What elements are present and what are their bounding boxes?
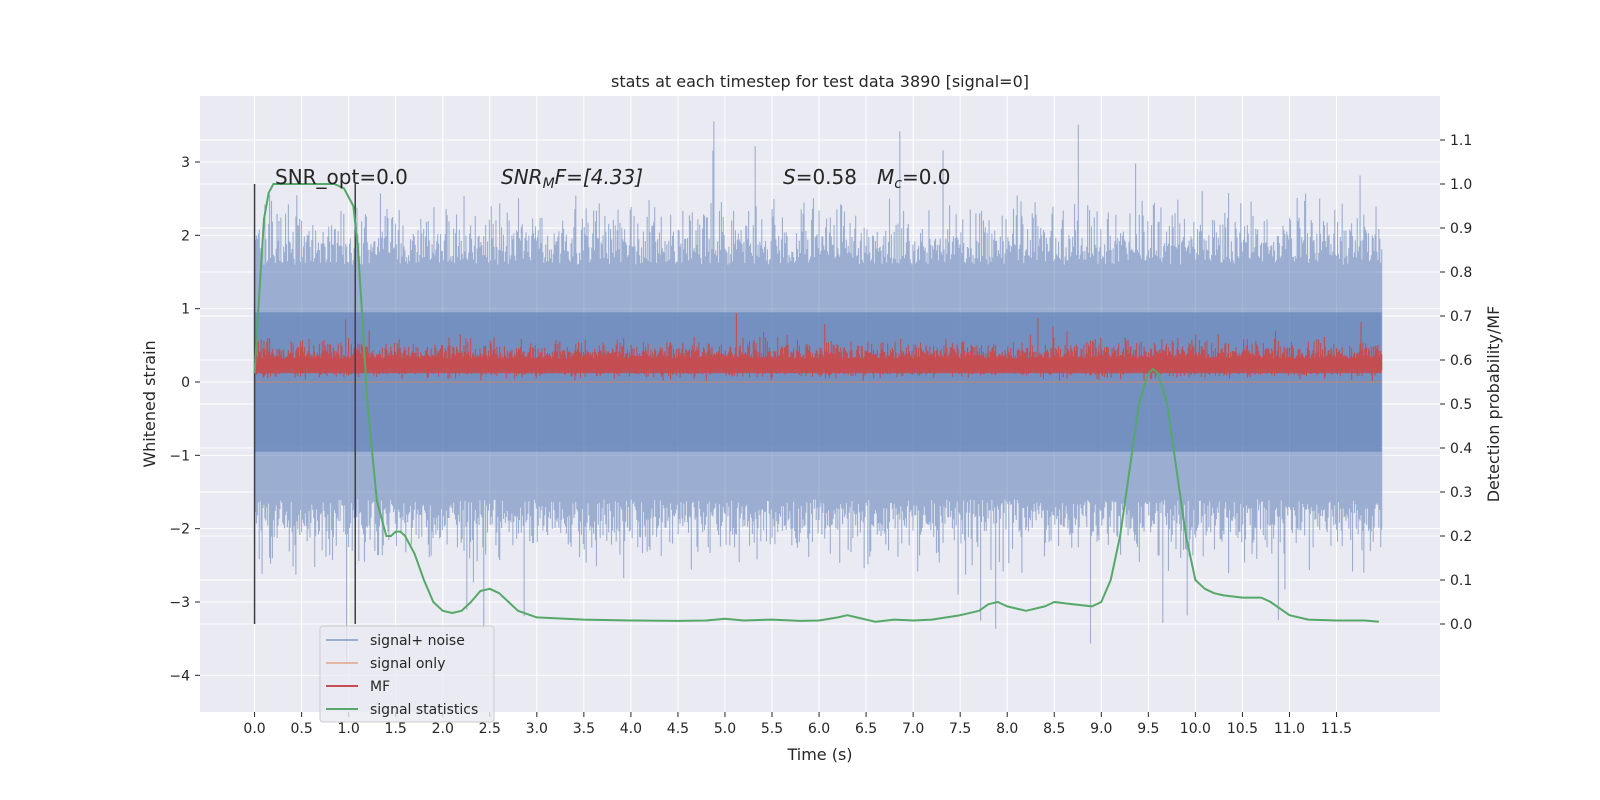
x-axis: 0.0 0.5 1.0 1.5 2.0 2.5 3.0 3.5 4.0 4.5 5.0 5.5 6.0 6… (243, 712, 1352, 737)
y-left-tick-label: 0 (181, 375, 190, 391)
y-axis-right-label: Detection probability/MF (1484, 306, 1503, 503)
y-right-tick-label: 1.1 (1450, 133, 1472, 149)
x-tick-label: 0.5 (290, 721, 312, 737)
annotation-mc-subscript: c (894, 176, 902, 192)
x-tick-label: 0.0 (243, 721, 265, 737)
x-tick-label: 3.5 (573, 721, 595, 737)
y-right-tick-label: 0.0 (1450, 617, 1472, 633)
x-tick-label: 11.5 (1321, 721, 1352, 737)
annotation-snr-mf-symbol: SNR (501, 165, 543, 189)
x-tick-label: 9.5 (1137, 721, 1159, 737)
annotation-snr-mf: SNRMF=[4.33] (501, 165, 643, 192)
legend: signal+ noise signal only MF signal stat… (319, 625, 495, 723)
y-left-tick-label: 2 (181, 228, 190, 244)
y-right-tick-label: 0.4 (1450, 441, 1472, 457)
series-signal-statistics (253, 183, 1379, 623)
legend-label-signal-statistics: signal statistics (370, 702, 478, 718)
x-tick-label: 4.0 (620, 721, 642, 737)
y-left-tick-label: −4 (169, 668, 190, 684)
x-tick-label: 4.5 (667, 721, 689, 737)
x-tick-label: 8.5 (1043, 721, 1065, 737)
y-right-tick-label: 0.6 (1450, 353, 1472, 369)
annotation-s: S=0.58 (783, 165, 857, 189)
y-right-tick-label: 0.5 (1450, 397, 1472, 413)
plot-data (253, 121, 1383, 664)
x-tick-label: 7.5 (949, 721, 971, 737)
y-right-tick-label: 0.2 (1450, 529, 1472, 545)
annotation-snr-opt: SNR_opt=0.0 (275, 165, 408, 189)
y-axis-left: 3 2 1 0 −1 −2 −3 −4 (169, 155, 200, 684)
annotation-s-value: =0.58 (796, 165, 857, 189)
x-tick-label: 9.0 (1090, 721, 1112, 737)
x-tick-label: 1.5 (385, 721, 407, 737)
x-tick-label: 7.0 (902, 721, 924, 737)
y-right-tick-label: 0.1 (1450, 573, 1472, 589)
y-right-tick-label: 0.7 (1450, 309, 1472, 325)
legend-label-signal-only: signal only (370, 656, 445, 672)
x-tick-label: 10.0 (1180, 721, 1211, 737)
x-tick-label: 8.0 (996, 721, 1018, 737)
x-tick-label: 5.0 (714, 721, 736, 737)
annotation-snr-mf-value: F=[4.33] (555, 165, 643, 189)
annotation-mc-symbol: M (877, 165, 894, 189)
annotation-s-symbol: S (783, 165, 796, 189)
x-tick-label: 6.5 (855, 721, 877, 737)
y-right-tick-label: 0.3 (1450, 485, 1472, 501)
y-left-tick-label: −2 (169, 522, 190, 538)
legend-box (319, 625, 495, 723)
x-tick-label: 2.0 (432, 721, 454, 737)
y-left-tick-label: 1 (181, 302, 190, 318)
x-axis-label: Time (s) (786, 745, 852, 764)
y-axis-left-label: Whitened strain (140, 340, 159, 467)
y-left-tick-label: 3 (181, 155, 190, 171)
x-tick-label: 6.0 (808, 721, 830, 737)
x-tick-label: 1.0 (338, 721, 360, 737)
x-tick-label: 3.0 (526, 721, 548, 737)
annotation-snr-mf-subscript: M (543, 176, 555, 192)
y-axis-right: 1.1 1.0 0.9 0.8 0.7 0.6 0.5 0.4 0.3 0.2 0.1 0.0 (1440, 133, 1472, 633)
y-right-tick-label: 0.9 (1450, 221, 1472, 237)
series-mf-core (254, 358, 1382, 374)
annotation-mc-value: =0.0 (902, 165, 951, 189)
annotation-mc: Mc=0.0 (877, 165, 951, 192)
legend-label-mf: MF (370, 679, 390, 695)
x-tick-label: 2.5 (479, 721, 501, 737)
y-left-tick-label: −1 (169, 448, 190, 464)
legend-label-signal-noise: signal+ noise (370, 633, 465, 649)
y-right-tick-label: 1.0 (1450, 177, 1472, 193)
x-tick-label: 10.5 (1227, 721, 1258, 737)
x-tick-label: 11.0 (1274, 721, 1305, 737)
chart-title: stats at each timestep for test data 389… (611, 72, 1029, 91)
y-left-tick-label: −3 (169, 595, 190, 611)
y-right-tick-label: 0.8 (1450, 265, 1472, 281)
x-tick-label: 5.5 (761, 721, 783, 737)
